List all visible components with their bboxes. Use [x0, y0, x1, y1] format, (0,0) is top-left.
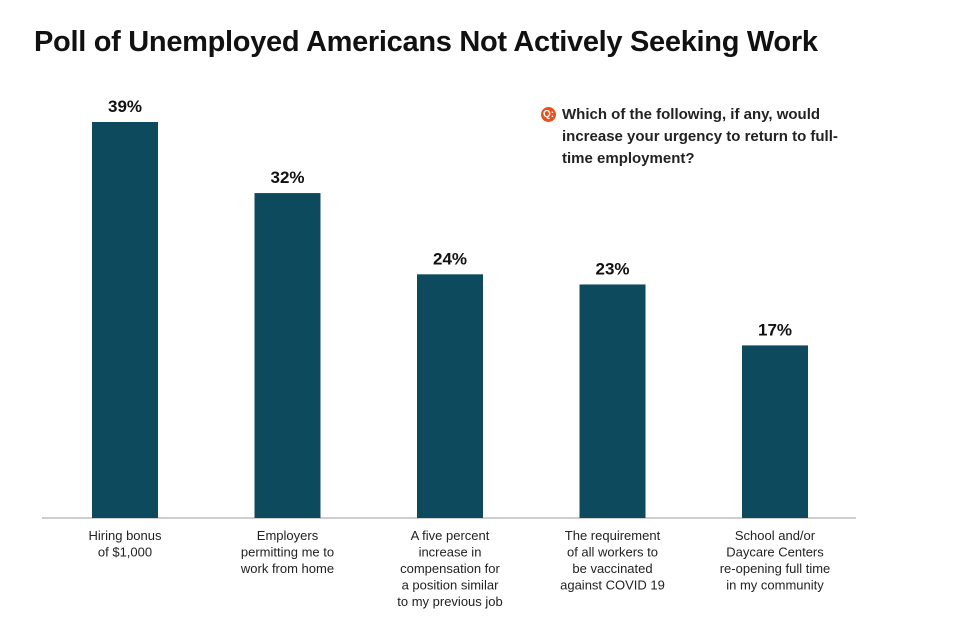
question-box: Q: Which of the following, if any, would…: [541, 104, 841, 170]
value-label-2: 32%: [270, 168, 304, 187]
value-label-5: 17%: [758, 320, 792, 339]
bar-1: [92, 122, 158, 518]
category-label-2: Employers permitting me to work from home: [240, 528, 334, 576]
question-text: Which of the following, if any, would in…: [562, 106, 838, 167]
value-label-3: 24%: [433, 249, 467, 268]
category-label-5: School and/or Daycare Centers re-opening f…: [720, 528, 831, 593]
chart-title: Poll of Unemployed Americans Not Activel…: [34, 26, 818, 58]
value-label-4: 23%: [595, 259, 629, 278]
bar-3: [417, 274, 483, 518]
bar-5: [742, 345, 808, 518]
bar-2: [254, 193, 321, 519]
category-label-3: A five percent increase in compensation fo…: [397, 528, 503, 609]
category-label-1: Hiring bonus of $1,000: [89, 528, 162, 560]
category-label-4: The requirement of all workers to be vacci…: [560, 528, 665, 593]
bar-4: [579, 284, 646, 518]
value-label-1: 39%: [108, 97, 142, 116]
question-marker-icon: Q:: [541, 107, 556, 122]
